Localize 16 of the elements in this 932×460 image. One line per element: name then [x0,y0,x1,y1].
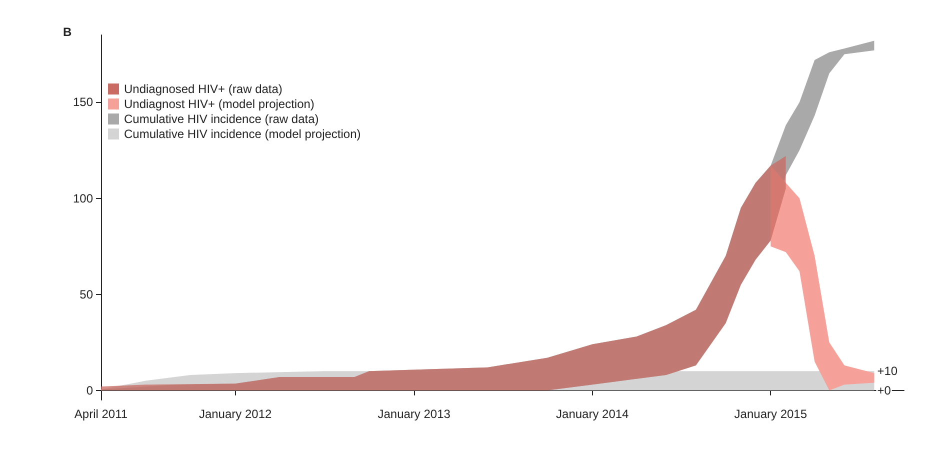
x-tick-label: January 2015 [734,407,808,421]
annotation: +0 [877,383,892,398]
text: B [63,25,72,39]
legend-label: Undiagnost HIV+ (model projection) [124,97,314,111]
x-tick-label: January 2013 [378,407,451,421]
x-tick-label: January 2012 [198,407,272,421]
legend-label: Cumulative HIV incidence (model projection) [124,127,361,141]
legend-label: Undiagnosed HIV+ (raw data) [124,82,282,96]
y-tick-label: 50 [80,287,94,302]
y-tick-label: 100 [72,191,94,206]
legend-label: Cumulative HIV incidence (raw data) [124,112,319,126]
annotation: +10 [877,364,898,378]
y-tick-label: 0 [86,383,94,398]
x-tick-label: April 2011 [74,407,128,421]
y-tick-label: 150 [72,95,94,110]
x-tick-label: January 2014 [556,407,630,421]
